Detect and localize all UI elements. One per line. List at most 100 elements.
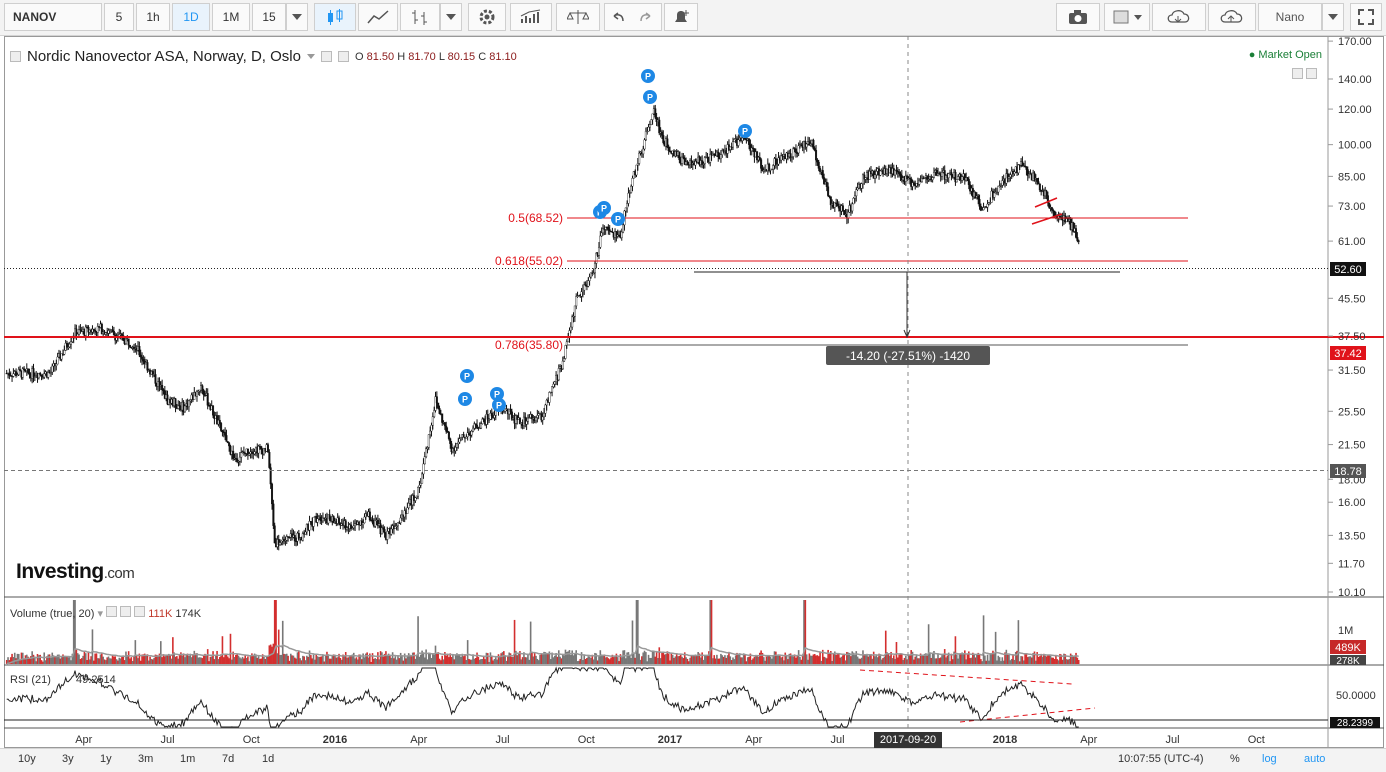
range-3m-button[interactable]: 3m: [138, 753, 154, 765]
volume-bar: [590, 657, 592, 664]
volume-ma-badge: [1330, 655, 1366, 665]
candle-body: [752, 147, 755, 149]
fullscreen-button[interactable]: [1350, 3, 1382, 31]
range-1m-button[interactable]: 1m: [180, 753, 196, 765]
volume-bar: [20, 652, 23, 664]
event-marker-p[interactable]: P: [490, 387, 504, 401]
interval-dropdown-button[interactable]: [286, 3, 308, 31]
pane-close-icon[interactable]: [1306, 68, 1317, 79]
volume-bar: [302, 655, 304, 664]
candle-body: [719, 154, 722, 159]
pattern-line[interactable]: [1034, 197, 1058, 208]
event-marker-letter: P: [462, 395, 468, 405]
volume-bar: [119, 658, 122, 664]
event-marker-p[interactable]: P: [597, 201, 611, 215]
volume-bar: [485, 652, 488, 664]
theme-select[interactable]: Nano: [1258, 3, 1322, 31]
range-1y-button[interactable]: 1y: [100, 753, 112, 765]
candle-body: [805, 143, 808, 148]
event-marker-p[interactable]: P: [492, 398, 506, 412]
volume-bar: [26, 654, 28, 664]
alert-button[interactable]: [664, 3, 698, 31]
log-scale-button[interactable]: log: [1262, 753, 1277, 765]
indicators-button[interactable]: [510, 3, 552, 31]
snapshot-button[interactable]: [1056, 3, 1100, 31]
chevron-down-icon[interactable]: [306, 54, 315, 59]
legend-settings-icon[interactable]: [320, 51, 332, 62]
event-marker-p[interactable]: P: [641, 69, 655, 83]
event-marker-letter: P: [645, 72, 651, 82]
volume-hide-icon[interactable]: [120, 606, 132, 617]
price-axis[interactable]: 170.00 140.00 120.00 100.00 85.00 73.00 61.00 4…: [1328, 36, 1372, 599]
range-7d-button[interactable]: 7d: [222, 753, 235, 765]
volume-bar: [930, 657, 933, 664]
time-axis[interactable]: Apr Jul Oct 2016 Apr Jul Oct 2017 Apr Jul Oct 2018 A…: [75, 734, 1265, 746]
volume-bar: [30, 656, 32, 664]
event-markers[interactable]: PPPPPPPPPP: [458, 69, 752, 412]
legend-close-icon[interactable]: [337, 51, 349, 62]
candles-style-button[interactable]: [314, 3, 356, 31]
volume-current-badge: [1330, 640, 1366, 654]
volume-bar: [296, 652, 299, 664]
save-chart-button[interactable]: [1208, 3, 1256, 31]
volume-bar: [957, 658, 959, 664]
interval-1h-button[interactable]: 1h: [136, 3, 170, 31]
event-marker-p[interactable]: P: [738, 124, 752, 138]
layout-button[interactable]: [1104, 3, 1150, 31]
volume-bar: [382, 656, 385, 664]
cloud-download-icon: [1167, 10, 1190, 23]
volume-bar: [381, 652, 383, 664]
pane-controls[interactable]: [1292, 68, 1317, 79]
volume-bar: [752, 658, 754, 664]
volume-bar: [1039, 656, 1041, 664]
volume-bar: [52, 655, 55, 664]
range-10y-button[interactable]: 10y: [18, 753, 36, 765]
rsi-trend-line[interactable]: [859, 669, 1073, 685]
range-1d-button[interactable]: 1d: [262, 753, 275, 765]
compare-button[interactable]: [556, 3, 600, 31]
candle-body: [733, 138, 736, 142]
line-style-button[interactable]: [358, 3, 398, 31]
event-marker-p[interactable]: P: [460, 369, 474, 383]
clock-timezone[interactable]: 10:07:55 (UTC-4): [1118, 753, 1204, 765]
rsi-current-label: 28.2399: [1337, 718, 1374, 729]
volume-bar: [1028, 656, 1030, 664]
volume-bar: [1037, 656, 1040, 664]
volume-bar: [281, 620, 284, 664]
undo-redo-buttons[interactable]: [604, 3, 662, 31]
collapse-legend-icon[interactable]: [10, 51, 21, 62]
pattern-line[interactable]: [1031, 213, 1063, 225]
candle-body: [602, 228, 605, 234]
volume-bar: [968, 651, 970, 664]
volume-bar: [847, 652, 850, 664]
volume-bar: [1060, 654, 1063, 664]
bars-style-button[interactable]: [400, 3, 440, 31]
auto-scale-button[interactable]: auto: [1304, 753, 1326, 765]
percent-scale-button[interactable]: %: [1230, 753, 1240, 765]
theme-dropdown-button[interactable]: [1322, 3, 1344, 31]
load-chart-button[interactable]: [1152, 3, 1206, 31]
event-marker-p[interactable]: P: [458, 392, 472, 406]
interval-1m-button[interactable]: 1M: [212, 3, 250, 31]
chart-frame[interactable]: [4, 36, 1384, 748]
candle-body: [922, 178, 925, 180]
range-3y-button[interactable]: 3y: [62, 753, 74, 765]
candle-body: [319, 516, 322, 521]
volume-settings-icon[interactable]: [106, 606, 118, 617]
event-marker-p[interactable]: P: [611, 212, 625, 226]
pane-maximize-icon[interactable]: [1292, 68, 1303, 79]
settings-button[interactable]: [468, 3, 506, 31]
volume-bar: [712, 658, 714, 664]
interval-5-button[interactable]: 5: [104, 3, 134, 31]
price-tick-label: 21.50: [1338, 440, 1366, 452]
candle-body: [65, 343, 68, 348]
symbol-search-input[interactable]: NANOV: [4, 3, 102, 31]
volume-close-icon[interactable]: [134, 606, 146, 617]
event-marker-letter: P: [742, 127, 748, 137]
event-marker-p[interactable]: P: [643, 90, 657, 104]
interval-15-button[interactable]: 15: [252, 3, 286, 31]
volume-bar: [428, 652, 430, 664]
style-dropdown-button[interactable]: [440, 3, 462, 31]
interval-1d-button[interactable]: 1D: [172, 3, 210, 31]
